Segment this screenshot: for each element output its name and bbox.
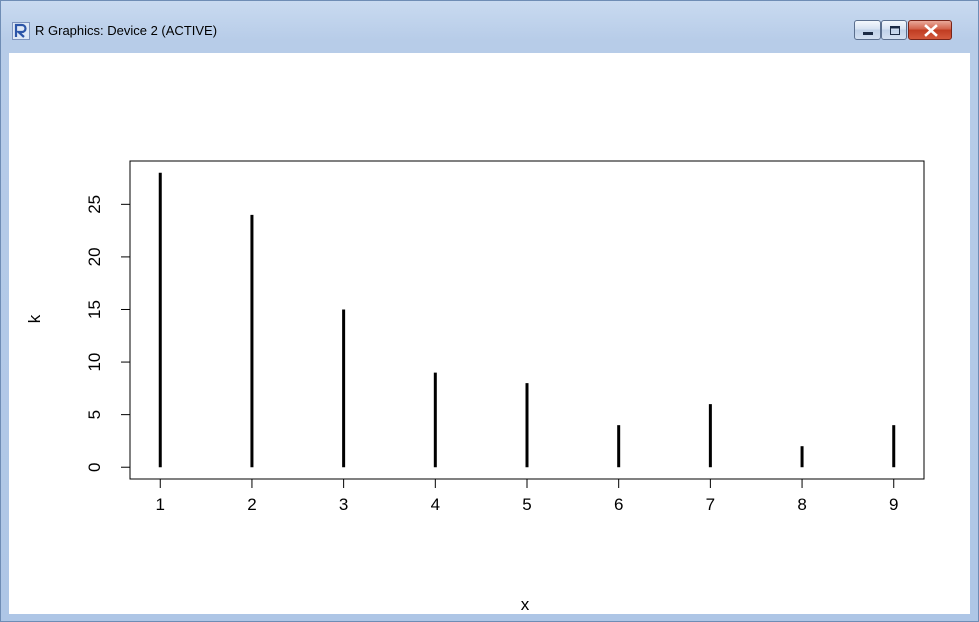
x-axis-label: x — [521, 595, 530, 614]
minimize-icon — [863, 32, 873, 35]
y-tick-label: 15 — [85, 300, 104, 319]
y-axis-label: k — [25, 314, 44, 323]
minimize-button[interactable] — [854, 20, 881, 40]
x-tick-label: 7 — [706, 495, 715, 514]
close-icon — [924, 24, 938, 37]
maximize-icon — [890, 26, 900, 35]
data-lines — [158, 172, 896, 468]
y-tick-label: 25 — [85, 195, 104, 214]
maximize-button[interactable] — [881, 20, 907, 40]
r-logo-icon — [12, 22, 30, 40]
x-axis: 1 2 3 4 5 6 7 8 9 — [156, 478, 898, 514]
y-tick-label: 10 — [85, 353, 104, 372]
x-tick-label: 4 — [431, 495, 440, 514]
x-tick-label: 3 — [339, 495, 348, 514]
window-title: R Graphics: Device 2 (ACTIVE) — [35, 23, 218, 38]
y-axis: 0 5 10 15 20 25 — [85, 195, 131, 472]
x-tick-label: 9 — [889, 495, 898, 514]
x-tick-label: 2 — [247, 495, 256, 514]
close-button[interactable] — [908, 20, 952, 40]
y-tick-label: 20 — [85, 247, 104, 266]
graphics-device-area: 1 2 3 4 5 6 7 8 9 0 5 10 15 20 25 x k — [9, 53, 970, 614]
x-tick-label: 6 — [614, 495, 623, 514]
x-tick-label: 8 — [797, 495, 806, 514]
title-bar[interactable]: R Graphics: Device 2 (ACTIVE) — [1, 1, 978, 53]
histogram-plot: 1 2 3 4 5 6 7 8 9 0 5 10 15 20 25 x k — [25, 160, 925, 614]
y-tick-label: 5 — [85, 410, 104, 419]
y-tick-label: 0 — [85, 462, 104, 471]
x-tick-label: 5 — [522, 495, 531, 514]
x-tick-label: 1 — [156, 495, 165, 514]
